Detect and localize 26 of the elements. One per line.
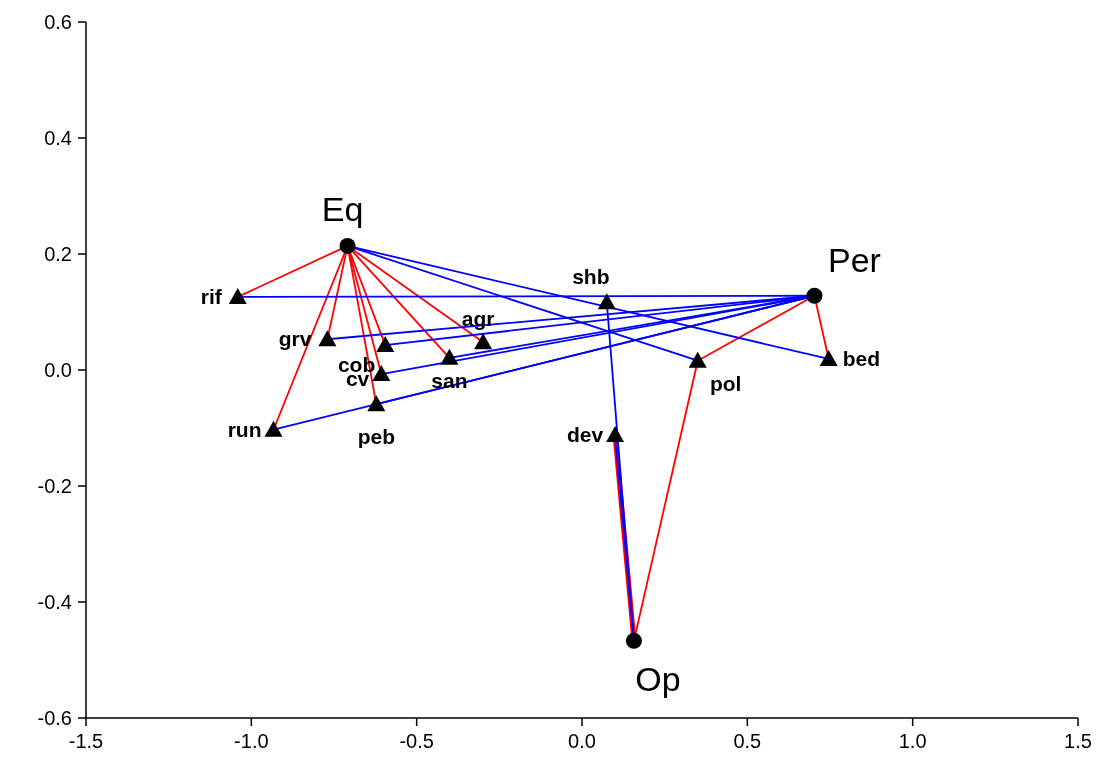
annotation: run <box>227 417 262 441</box>
y-tick-label: -0.2 <box>37 475 72 497</box>
annotation: agr <box>461 307 495 331</box>
y-tick-label: -0.6 <box>37 707 72 729</box>
annotation: peb <box>357 425 395 449</box>
y-tick-label: -0.4 <box>37 591 72 613</box>
x-tick-label: 0.5 <box>733 730 762 752</box>
annotation: bed <box>842 346 881 370</box>
y-tick-label: 0.6 <box>44 11 72 33</box>
annotation: san <box>431 368 468 392</box>
annotation: rif <box>200 284 223 308</box>
annotation: pol <box>709 371 742 395</box>
x-tick-label: 1.5 <box>1064 730 1092 752</box>
x-tick-label: 0.0 <box>568 730 596 752</box>
y-tick-label: 0.2 <box>44 243 72 265</box>
series-label: Op <box>635 659 681 698</box>
x-tick-label: -1.5 <box>68 730 104 752</box>
annotation: dev <box>566 422 604 446</box>
y-tick-label: 0.0 <box>44 359 72 381</box>
y-tick-label: 0.4 <box>44 127 72 149</box>
x-tick-label: -1.0 <box>234 730 269 752</box>
x-tick-label: 1.0 <box>898 730 927 752</box>
x-tick-label: -0.5 <box>399 730 434 752</box>
series-label: Per <box>828 240 881 279</box>
series-label: Eq <box>321 189 364 228</box>
annotation: shb <box>572 265 610 289</box>
